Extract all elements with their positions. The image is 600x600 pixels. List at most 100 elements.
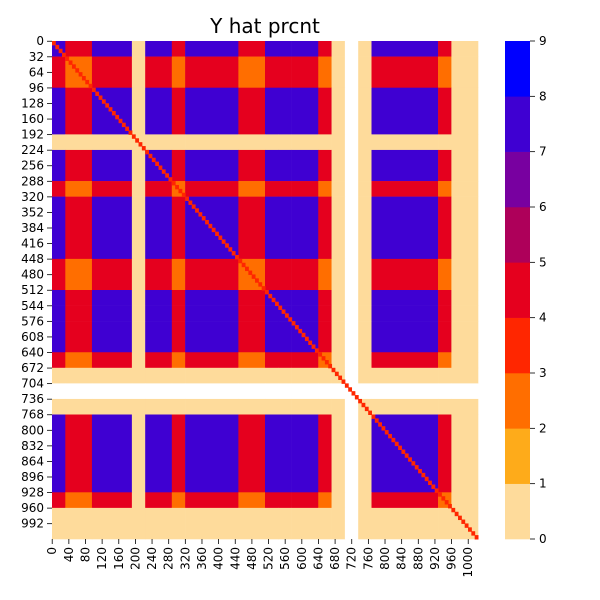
heatmap-cell <box>131 414 146 493</box>
heatmap-diagonal-cell <box>148 153 153 159</box>
heatmap-cell <box>278 290 292 306</box>
heatmap-cell <box>265 56 279 88</box>
y-tick-label: 928 <box>21 486 44 500</box>
x-tick-label: 920 <box>428 547 442 570</box>
heatmap-cell <box>358 56 372 88</box>
heatmap-cell <box>185 507 239 540</box>
heatmap-diagonal-cell <box>398 445 402 451</box>
heatmap-cell <box>171 134 186 151</box>
heatmap-diagonal-cell <box>324 360 329 365</box>
heatmap-diagonal-cell <box>155 161 159 166</box>
heatmap-diagonal-cell <box>381 426 386 431</box>
heatmap-cell <box>344 134 359 151</box>
heatmap-diagonal-cell <box>58 48 63 54</box>
colorbar-tick-label: 9 <box>539 34 547 48</box>
heatmap-diagonal-cell <box>141 146 146 151</box>
heatmap-cell <box>52 367 66 384</box>
heatmap-diagonal-cell <box>354 395 359 400</box>
heatmap-cell <box>65 492 93 509</box>
heatmap-cell <box>131 149 146 182</box>
heatmap-cell <box>185 87 239 135</box>
heatmap-diagonal-cell <box>341 379 346 384</box>
heatmap-cell <box>145 290 173 306</box>
heatmap-diagonal-cell <box>265 290 269 295</box>
heatmap-cell <box>145 383 173 400</box>
heatmap-cell <box>318 305 332 322</box>
heatmap-cell <box>291 492 319 509</box>
heatmap-diagonal-cell <box>388 433 392 439</box>
heatmap-cell <box>238 149 266 182</box>
y-tick-label: 736 <box>21 392 44 406</box>
heatmap-diagonal-cell <box>121 122 126 128</box>
heatmap-diagonal-cell <box>338 375 343 380</box>
heatmap-cell <box>52 258 66 291</box>
heatmap-diagonal-cell <box>248 270 253 275</box>
heatmap-cell <box>371 87 439 135</box>
heatmap-cell <box>344 196 359 260</box>
heatmap-diagonal-cell <box>391 437 396 443</box>
heatmap-diagonal-cell <box>444 500 449 505</box>
heatmap-cell <box>451 352 479 369</box>
y-tick-label: 352 <box>21 205 44 219</box>
heatmap-diagonal-cell <box>158 165 163 170</box>
heatmap-cell <box>291 56 319 88</box>
heatmap-diagonal-cell <box>138 142 143 147</box>
y-tick-label: 192 <box>21 128 44 142</box>
heatmap-diagonal-cell <box>88 83 93 89</box>
heatmap-diagonal-cell <box>464 523 469 528</box>
heatmap-cell <box>91 258 133 291</box>
heatmap-diagonal-cell <box>238 258 243 264</box>
heatmap-cell <box>344 398 359 415</box>
heatmap-cell <box>52 321 66 353</box>
heatmap-cell <box>438 134 452 151</box>
heatmap-cell <box>451 56 479 88</box>
colorbar-tick-label: 2 <box>539 421 547 435</box>
heatmap-diagonal-cell <box>371 414 376 419</box>
heatmap-cell <box>185 352 239 369</box>
heatmap-cell <box>371 196 439 260</box>
x-tick-label: 0 <box>45 547 59 555</box>
heatmap-cell <box>278 181 292 197</box>
heatmap-cell <box>171 507 186 540</box>
colorbar: 0 1 2 3 4 5 6 7 8 9 <box>505 34 547 546</box>
heatmap-cell <box>438 290 452 306</box>
heatmap-cell <box>331 305 346 322</box>
heatmap-diagonal-cell <box>191 204 196 209</box>
heatmap-cell <box>65 321 93 353</box>
heatmap-diagonal-cell <box>278 305 283 310</box>
heatmap-diagonal-cell <box>201 216 206 221</box>
heatmap-diagonal-cell <box>161 169 166 174</box>
heatmap-cell <box>265 414 279 493</box>
heatmap-cell <box>145 321 173 353</box>
heatmap-cell <box>145 134 173 151</box>
heatmap-cell <box>278 507 292 540</box>
heatmap-diagonal-cell <box>404 453 409 458</box>
heatmap-cell <box>278 149 292 182</box>
x-tick-label: 480 <box>245 547 259 570</box>
heatmap-cell <box>145 258 173 291</box>
heatmap-cell <box>438 258 452 291</box>
heatmap-diagonal-cell <box>225 243 229 248</box>
heatmap-cell <box>371 258 439 291</box>
x-tick-label: 400 <box>212 547 226 570</box>
y-tick-label: 448 <box>21 252 44 266</box>
heatmap-cell <box>358 507 372 540</box>
y-tick-label: 160 <box>21 112 44 126</box>
heatmap-cell <box>331 492 346 509</box>
heatmap-cell <box>358 181 372 197</box>
heatmap-diagonal-cell <box>268 293 273 299</box>
heatmap-cell <box>265 507 279 540</box>
heatmap-cell <box>171 492 186 509</box>
heatmap-cell <box>358 41 372 57</box>
heatmap-cell <box>91 134 133 151</box>
heatmap-cell <box>91 196 133 260</box>
heatmap-cell <box>371 321 439 353</box>
heatmap-cell <box>291 181 319 197</box>
heatmap-cell <box>171 305 186 322</box>
heatmap-diagonal-cell <box>321 356 326 361</box>
heatmap-diagonal-cell <box>291 321 296 326</box>
heatmap-cell <box>358 258 372 291</box>
heatmap-cell <box>291 383 319 400</box>
heatmap-cell <box>131 383 146 400</box>
heatmap-diagonal-cell <box>165 173 169 178</box>
